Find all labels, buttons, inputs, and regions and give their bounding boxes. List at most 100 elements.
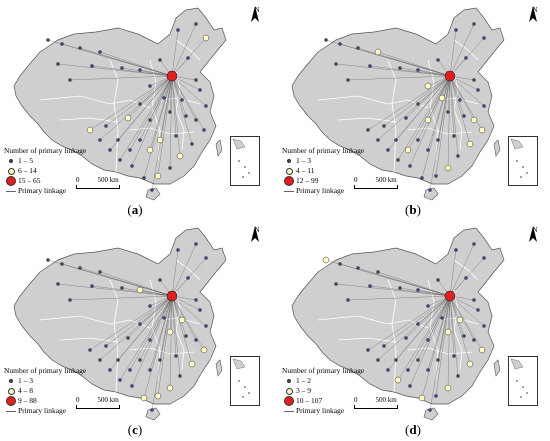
primary-linkage-line (171, 295, 187, 337)
city-node-small (452, 354, 456, 358)
primary-linkage-line (449, 75, 485, 107)
primary-linkage-line (367, 295, 451, 351)
province-border (129, 127, 195, 135)
china-map (291, 7, 505, 201)
legend-class-2: 3 – 9 (282, 386, 364, 396)
city-node-large (444, 290, 456, 302)
city-node-small (194, 118, 198, 122)
legend-linkage-label: Primary linkage (18, 406, 67, 415)
primary-linkage-line (171, 243, 197, 297)
legend-class-1: 1 – 3 (4, 376, 86, 386)
city-node-medium (202, 34, 210, 42)
city-node-medium (404, 146, 412, 154)
taiwan-island (215, 139, 223, 157)
city-node-small (416, 358, 420, 362)
primary-linkage-line (171, 23, 197, 77)
primary-linkage-line (395, 295, 451, 361)
city-node-small (476, 88, 480, 92)
province-border (453, 39, 479, 61)
panel-caption: (b) (398, 202, 428, 218)
city-node-small (78, 266, 82, 270)
legend-class-label: 6 – 14 (18, 166, 37, 175)
primary-linkage-line (347, 75, 451, 81)
panel-caption: (a) (120, 202, 150, 218)
scale-label: 500 km (97, 396, 119, 404)
province-border (453, 69, 463, 151)
primary-linkage-line (171, 295, 193, 365)
primary-linkage-line (105, 295, 173, 347)
city-node-small (382, 344, 386, 348)
city-node-medium (470, 116, 478, 124)
city-node-small (148, 368, 152, 372)
city-node-small (176, 248, 180, 252)
primary-linkage-line (91, 65, 173, 77)
city-node-small (68, 298, 72, 302)
city-node-medium (444, 328, 452, 336)
china-outline (291, 227, 505, 405)
city-node-small (436, 138, 440, 142)
city-node-small (464, 56, 468, 60)
city-node-small (338, 42, 342, 46)
city-node-small (116, 138, 120, 142)
city-node-small (366, 128, 370, 132)
city-node-large (166, 290, 178, 302)
city-node-large (444, 70, 456, 82)
primary-linkage-line (79, 47, 173, 77)
city-node-small (104, 124, 108, 128)
north-label: N (532, 6, 538, 14)
linkage-line-icon (284, 190, 294, 192)
city-node-small (60, 262, 64, 266)
primary-linkage-line (409, 295, 451, 387)
scale-label: 500 km (97, 176, 119, 184)
taiwan-island (215, 359, 223, 377)
panel-caption-text: (d) (405, 422, 421, 437)
city-node-medium (444, 164, 452, 172)
legend-linkage: Primary linkage (282, 186, 364, 196)
city-node-small (436, 278, 440, 282)
primary-linkage-line (449, 249, 457, 297)
city-node-small (158, 278, 162, 282)
province-border (109, 59, 119, 173)
city-node-small (416, 138, 420, 142)
primary-linkage-line (417, 75, 451, 105)
primary-linkage-line (171, 75, 205, 131)
primary-linkage-line (171, 295, 177, 357)
primary-linkage-line (449, 295, 465, 337)
city-node-small (168, 110, 172, 114)
primary-linkage-line (421, 75, 451, 179)
primary-linkage-line (435, 75, 451, 177)
city-node-small (416, 68, 420, 72)
legend-class-2: 4 – 8 (4, 386, 86, 396)
city-node-small (90, 284, 94, 288)
city-node-medium (188, 360, 196, 368)
city-node-small (176, 28, 180, 32)
city-node-small (482, 104, 486, 108)
city-node-small (148, 304, 152, 308)
primary-linkage-line (449, 295, 483, 351)
primary-linkage-line (447, 75, 451, 113)
scale-bar: 0 500 km (76, 396, 120, 409)
city-node-medium (374, 48, 382, 56)
primary-linkage-line (131, 295, 173, 387)
north-label: N (254, 6, 260, 14)
city-node-small (462, 334, 466, 338)
province-border (129, 347, 195, 355)
primary-linkage-line (449, 75, 475, 121)
city-node-small (376, 138, 380, 142)
city-node-small (78, 46, 82, 50)
primary-linkage-line (171, 75, 197, 121)
primary-linkage-line (449, 295, 485, 327)
city-node-small (204, 104, 208, 108)
city-node-small (416, 288, 420, 292)
city-node-medium (466, 360, 474, 368)
legend-class-label: 1 – 3 (296, 156, 311, 165)
city-node-small (366, 348, 370, 352)
city-node-small (434, 394, 438, 398)
city-node-small (120, 66, 124, 70)
linkage-line-icon (6, 410, 16, 412)
city-node-small (120, 286, 124, 290)
panel-caption-text: (a) (127, 202, 143, 217)
legend-linkage: Primary linkage (282, 406, 364, 416)
scale-bar-line (354, 405, 398, 409)
